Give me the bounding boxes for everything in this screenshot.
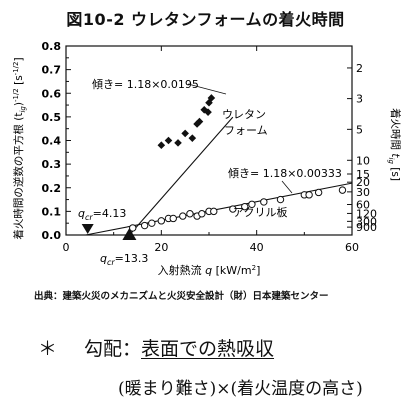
y2-tick-label: 2: [356, 62, 363, 75]
urethane-label-2: フォーム: [224, 124, 268, 137]
x-axis: 0 20 40 60: [63, 46, 359, 254]
x-axis-label: 入射熱流 q [kW/m2]: [158, 263, 261, 277]
y2-tick-label: 900: [356, 221, 377, 234]
x-tick-label: 60: [345, 241, 359, 254]
qcr-urethane-marker: [122, 228, 137, 240]
data-points: [129, 94, 347, 232]
urethane-data-point: [174, 139, 182, 147]
acrylic-data-point: [157, 217, 166, 225]
acrylic-slope-leader: [281, 180, 293, 194]
qcr-urethane-label: qcr=13.3: [100, 252, 148, 267]
urethane-slope-label: 傾き= 1.18×0.0195: [92, 77, 199, 91]
y2-tick-label: 30: [356, 186, 370, 199]
y2-tick-label: 60: [356, 199, 370, 212]
x-tick-label: 0: [63, 241, 70, 254]
acrylic-data-point: [210, 207, 218, 216]
acrylic-label: アクリル板: [233, 205, 287, 219]
acrylic-data-point: [338, 186, 347, 194]
y-axis-left: 0.0 0.1 0.2 0.3 0.4 0.5 0.6 0.7 0.8: [42, 40, 71, 242]
y-tick-label: 0.0: [42, 229, 62, 242]
note-line-1: ＊ 勾配：表面での熱吸収: [38, 334, 274, 361]
urethane-data-point: [204, 108, 212, 116]
acrylic-data-point: [148, 219, 156, 227]
urethane-fit-line: [128, 116, 234, 236]
acrylic-data-point: [314, 188, 323, 197]
note-label: 勾配：: [84, 338, 142, 360]
acrylic-data-point: [276, 195, 285, 204]
asterisk-icon: ＊: [38, 338, 58, 360]
y2-tick-label: 15: [356, 168, 370, 181]
y-tick-label: 0.3: [42, 158, 62, 171]
y2-tick-label: 3: [356, 93, 363, 106]
y-tick-label: 0.4: [42, 135, 62, 148]
y2-axis-label: 着火時間 tig [s]: [387, 108, 402, 181]
acrylic-data-point: [179, 212, 187, 220]
urethane-data-point: [157, 141, 166, 150]
acrylic-data-point: [140, 221, 149, 230]
source-note: 出典：建築火災のメカニズムと火災安全設計（財）日本建築センター: [34, 291, 329, 302]
qcr-acrylic-label: qcr=4.13: [78, 207, 126, 222]
note-value: 表面での熱吸収: [141, 338, 275, 360]
acrylic-data-point: [305, 191, 313, 199]
y2-tick-label: 10: [356, 154, 370, 167]
y-tick-label: 0.6: [42, 87, 62, 100]
acrylic-data-point: [248, 200, 256, 208]
acrylic-data-point: [229, 205, 237, 213]
chart-labels: 傾き= 1.18×0.0195 傾き= 1.18×0.00333 ウレタンフォームア…: [12, 57, 402, 277]
y2-tick-label: 5: [356, 123, 363, 136]
y2-tick-label: 20: [356, 176, 370, 189]
figure-title: 図10-2 ウレタンフォームの着火時間: [66, 10, 345, 29]
acrylic-data-point: [169, 214, 177, 223]
y-tick-label: 0.7: [42, 64, 62, 77]
y-axis-label: 着火時間の逆数の平方根 (tig)-1/2 [s-1/2]: [12, 57, 27, 239]
urethane-data-point: [207, 94, 216, 102]
y2-tick-label: 120: [356, 207, 377, 220]
y2-tick-label: 300: [356, 215, 377, 228]
y-tick-label: 0.8: [42, 40, 62, 53]
x-tick-label: 40: [250, 241, 264, 254]
urethane-data-point: [193, 120, 201, 128]
urethane-slope-leader: [187, 83, 227, 95]
urethane-data-point: [195, 117, 204, 126]
acrylic-data-point: [186, 210, 194, 218]
note-line-2: (暖まり難さ)×(着火温度の高さ): [118, 379, 363, 399]
acrylic-slope-label: 傾き= 1.18×0.00333: [228, 166, 342, 180]
x-tick-label: 20: [154, 241, 168, 254]
acrylic-data-point: [129, 224, 137, 232]
urethane-label-1: ウレタン: [222, 108, 266, 121]
y-tick-label: 0.5: [42, 111, 62, 124]
y-tick-label: 0.1: [42, 205, 62, 218]
urethane-data-point: [181, 129, 189, 138]
y-tick-label: 0.2: [42, 182, 62, 195]
acrylic-data-point: [260, 198, 268, 206]
urethane-data-point: [188, 134, 197, 142]
acrylic-data-point: [241, 202, 249, 211]
ignition-chart: 0.00.10.20.30.40.50.60.70.8 235101520306…: [12, 40, 402, 277]
acrylic-data-point: [198, 210, 206, 218]
urethane-data-point: [164, 136, 173, 145]
qcr-acrylic-marker: [81, 224, 94, 234]
